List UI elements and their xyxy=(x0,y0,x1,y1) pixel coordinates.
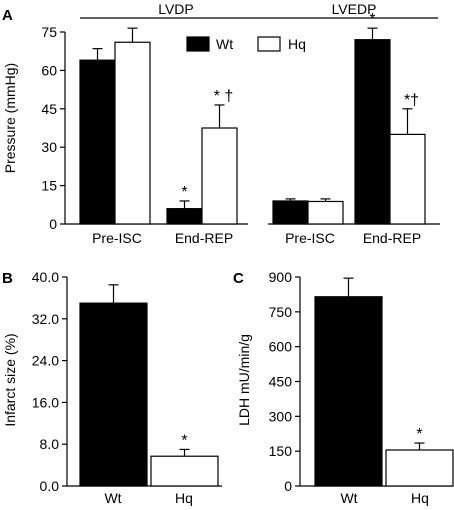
panel-b-x-label-wt: Wt xyxy=(104,490,121,506)
panel-b-y-tick-label: 16.0 xyxy=(32,394,59,410)
panel-b-y-tick-label: 40.0 xyxy=(32,269,59,285)
x-label-lvdp-pre-isc: Pre-ISC xyxy=(92,230,142,246)
panel-c-y-tick-label: 750 xyxy=(269,304,293,320)
panel-c-bars: * xyxy=(314,277,454,487)
panel-c-y-tick-label: 300 xyxy=(269,408,293,424)
panel-a-ticks: 0 15 30 45 60 75 xyxy=(41,24,65,232)
lvdp-end-rep-hq-bar xyxy=(201,127,238,225)
legend: Wt Hq xyxy=(186,36,306,52)
panel-a-letter: A xyxy=(2,7,13,24)
lvedp-end-rep-wt-significance-marker: * xyxy=(369,11,375,28)
x-label-lvedp-end-rep: End-REP xyxy=(363,230,421,246)
panel-c-wt-bar xyxy=(314,296,383,487)
group-label-lvdp: LVDP xyxy=(158,1,194,17)
panel-a-y-axis-title: Pressure (mmHg) xyxy=(2,63,18,173)
lvdp-pre-isc-hq-bar xyxy=(114,41,151,225)
panel-c-y-tick-label: 450 xyxy=(269,374,293,390)
panel-c-y-tick-label: 900 xyxy=(269,269,293,285)
panel-b-bars: * xyxy=(79,284,219,487)
panel-c-hq-significance-marker: * xyxy=(416,426,422,443)
panel-c-y-axis-title: LDH mU/min/g xyxy=(236,334,252,426)
panel-c-letter: C xyxy=(233,270,244,287)
panel-c-x-label-hq: Hq xyxy=(411,490,429,506)
lvdp-end-rep-hq-significance-marker: * † xyxy=(214,88,234,105)
panel-b-letter: B xyxy=(2,270,13,287)
lvedp-pre-isc-wt-bar xyxy=(272,200,309,225)
panel-b-y-tick-label: 24.0 xyxy=(32,353,59,369)
panel-b-hq-significance-marker: * xyxy=(181,432,187,449)
x-label-lvedp-pre-isc: Pre-ISC xyxy=(285,230,335,246)
lvdp-end-rep-wt-significance-marker: * xyxy=(181,184,187,201)
panel-a-y-tick-label: 30 xyxy=(41,139,57,155)
panel-a-y-tick-label: 45 xyxy=(41,101,57,117)
panel-a-y-tick-label: 15 xyxy=(41,178,57,194)
panel-a: A Pressure (mmHg) LVDP LVEDP 0 15 30 45 60 75… xyxy=(2,1,440,246)
lvedp-pre-isc-hq-bar xyxy=(307,200,344,225)
panel-a-y-tick-label: 0 xyxy=(49,216,57,232)
panel-c-y-tick-label: 0 xyxy=(284,478,292,494)
lvedp-end-rep-hq-bar xyxy=(389,133,426,225)
panel-b-hq-bar xyxy=(150,455,219,487)
panel-a-bars: * * † * *† xyxy=(79,11,426,225)
panel-b-y-axis-title: Infarct size (%) xyxy=(2,333,18,426)
legend-swatch-hq xyxy=(257,36,281,52)
panel-c-ticks: 0 150 300 450 600 750 900 xyxy=(269,269,300,494)
lvdp-end-rep-wt-bar xyxy=(166,208,203,225)
panel-c-y-tick-label: 600 xyxy=(269,339,293,355)
legend-label-wt: Wt xyxy=(216,36,233,52)
panel-c-y-tick-label: 150 xyxy=(269,443,293,459)
panel-b-y-tick-label: 32.0 xyxy=(32,311,59,327)
legend-swatch-wt xyxy=(186,36,210,52)
lvedp-end-rep-hq-significance-marker: *† xyxy=(404,92,419,109)
panel-b-ticks: 0.0 8.0 16.0 24.0 32.0 40.0 xyxy=(32,269,67,494)
lvdp-pre-isc-wt-bar xyxy=(79,59,116,225)
panel-a-y-tick-label: 75 xyxy=(41,24,57,40)
panel-a-y-tick-label: 60 xyxy=(41,62,57,78)
group-label-lvedp: LVEDP xyxy=(332,1,377,17)
panel-b-y-tick-label: 0.0 xyxy=(40,478,60,494)
panel-b-wt-bar xyxy=(79,302,148,487)
panel-c-hq-bar xyxy=(385,449,454,487)
x-label-lvdp-end-rep: End-REP xyxy=(175,230,233,246)
lvedp-end-rep-wt-bar xyxy=(354,39,391,225)
panel-b: B Infarct size (%) 0.0 8.0 16.0 24.0 32.0 40.… xyxy=(2,269,222,506)
panel-b-x-label-hq: Hq xyxy=(175,490,193,506)
legend-label-hq: Hq xyxy=(288,36,306,52)
panel-b-y-tick-label: 8.0 xyxy=(40,436,60,452)
panel-c-x-label-wt: Wt xyxy=(340,490,357,506)
